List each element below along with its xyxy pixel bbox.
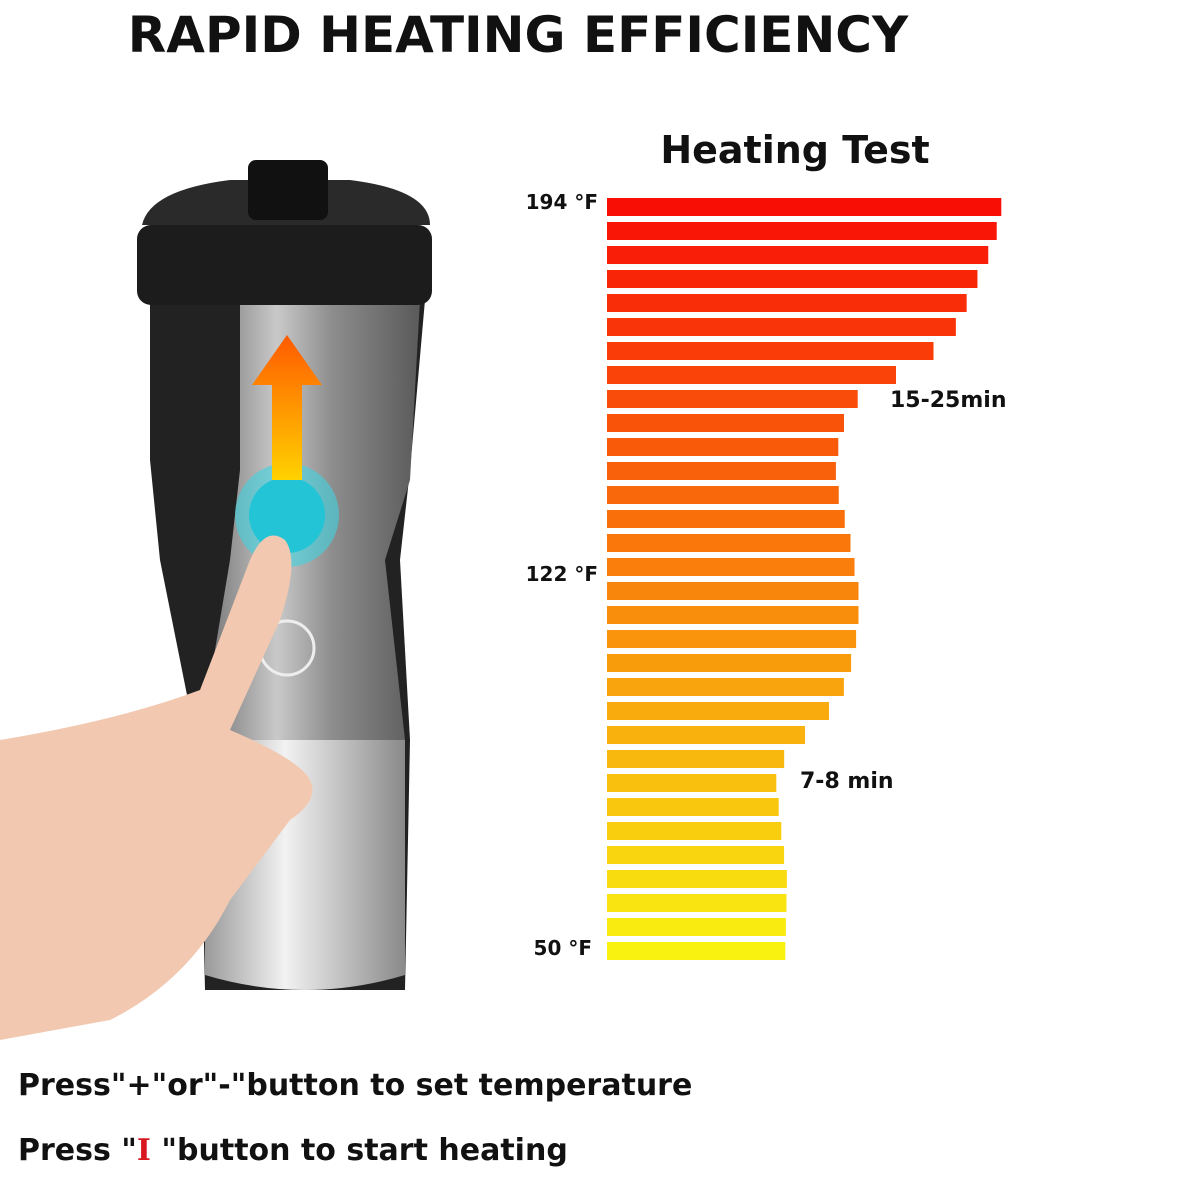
heat-bar xyxy=(607,942,786,960)
heat-bar xyxy=(607,534,851,552)
heat-bar xyxy=(607,318,956,336)
time-label: 15-25min xyxy=(890,388,1007,413)
heat-bar xyxy=(607,726,805,744)
temp-label: 194 °F xyxy=(526,190,598,214)
heat-bar xyxy=(607,198,1002,216)
heat-bar xyxy=(607,366,896,384)
heat-bar xyxy=(607,558,855,576)
heat-bar xyxy=(607,294,967,312)
instruction: Press "I "button to start heating xyxy=(18,1133,568,1168)
heat-bar xyxy=(607,654,852,672)
heat-bar xyxy=(607,774,777,792)
heat-bar xyxy=(607,246,989,264)
temp-label: 122 °F xyxy=(526,562,598,586)
instruction-text: "button to start heating xyxy=(151,1133,568,1168)
heat-bar xyxy=(607,270,978,288)
heat-bar xyxy=(607,750,785,768)
heat-bar xyxy=(607,390,858,408)
heat-bar xyxy=(607,582,859,600)
heat-bar xyxy=(607,414,844,432)
heat-bar xyxy=(607,462,836,480)
hand xyxy=(0,535,313,1040)
chart-title: Heating Test xyxy=(660,128,929,172)
heat-bar xyxy=(607,846,785,864)
heating-bars xyxy=(607,198,1002,960)
temp-label: 50 °F xyxy=(534,936,592,960)
button-symbol: I xyxy=(137,1133,151,1168)
title: RAPID HEATING EFFICIENCY xyxy=(128,6,909,64)
heat-bar xyxy=(607,798,779,816)
instruction: Press"+"or"-"button to set temperature xyxy=(18,1068,692,1103)
heat-bar xyxy=(607,438,839,456)
heat-bar xyxy=(607,678,844,696)
heat-bar xyxy=(607,606,859,624)
heat-bar xyxy=(607,894,787,912)
heat-bar xyxy=(607,630,857,648)
heat-bar xyxy=(607,870,787,888)
instruction-text: Press"+"or"-"button to set temperature xyxy=(18,1068,692,1103)
heat-bar xyxy=(607,918,786,936)
heat-bar xyxy=(607,222,997,240)
instruction-text: Press " xyxy=(18,1133,137,1168)
heat-bar xyxy=(607,486,839,504)
heat-bar xyxy=(607,822,782,840)
time-label: 7-8 min xyxy=(800,769,894,794)
heat-bar xyxy=(607,510,845,528)
heat-bar xyxy=(607,342,934,360)
heat-bar xyxy=(607,702,829,720)
